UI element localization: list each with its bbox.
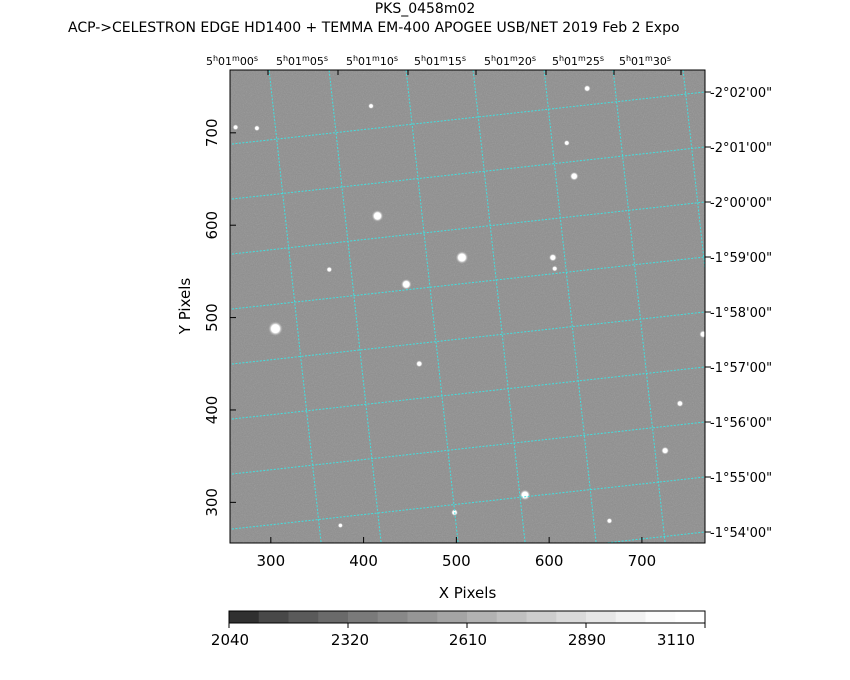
ra-grid-line-5 — [612, 70, 666, 543]
colorbar-segment-12 — [586, 611, 617, 623]
star-0 — [267, 321, 283, 337]
dec-tick-label-3: -1°59'00" — [710, 251, 772, 266]
colorbar-segment-13 — [615, 611, 646, 623]
dec-grid-line-1 — [230, 146, 705, 200]
colorbar-segment-0 — [229, 611, 260, 623]
ra-tick-label-1: 5h01m05s — [276, 54, 328, 68]
x-tick-label-1: 400 — [349, 552, 378, 570]
x-tick-label-4: 700 — [628, 552, 657, 570]
wcs-grid — [230, 70, 705, 543]
ra-tick-label-5: 5h01m25s — [552, 54, 604, 68]
stars-layer — [232, 84, 705, 529]
ra-grid-line-0 — [268, 70, 322, 543]
y-tick-label-2: 500 — [203, 303, 221, 332]
colorbar-segment-8 — [467, 611, 498, 623]
star-6 — [548, 253, 557, 262]
dec-grid-line-6 — [230, 421, 705, 475]
star-2 — [371, 209, 384, 222]
dec-tick-label-7: -1°55'00" — [710, 471, 772, 486]
x-tick-label-2: 500 — [442, 552, 471, 570]
x-tick-label-3: 600 — [535, 552, 564, 570]
ra-grid-line-1 — [328, 70, 382, 543]
x-axis-label: X Pixels — [439, 584, 497, 602]
chart-title: PKS_0458m02 — [374, 1, 476, 17]
ra-tick-label-0: 5h01m00s — [206, 54, 258, 68]
dec-tick-label-6: -1°56'00" — [710, 416, 772, 431]
y-axis-label: Y Pixels — [176, 278, 194, 336]
dec-tick-label-4: -1°58'00" — [710, 306, 772, 321]
star-12 — [606, 517, 613, 524]
ra-grid-line-3 — [472, 70, 526, 543]
colorbar-tick-label-1: 2320 — [331, 631, 369, 649]
colorbar-segment-15 — [675, 611, 706, 623]
colorbar-segment-14 — [645, 611, 676, 623]
axes-layer: 300 400 500 600 700 300 400 500 600 700 X Pixels Y … — [176, 54, 772, 602]
ra-grid-line-2 — [405, 70, 459, 543]
image-noise — [230, 70, 705, 543]
dec-tick-label-5: -1°57'00" — [710, 361, 772, 376]
dec-grid-line-4 — [230, 311, 705, 365]
colorbar-tick-label-4: 3110 — [657, 631, 695, 649]
ra-tick-label-2: 5h01m10s — [346, 54, 398, 68]
colorbar-segment-5 — [377, 611, 408, 623]
dec-grid-line-8 — [600, 531, 705, 543]
star-17 — [326, 266, 333, 273]
dec-tick-label-2: -2°00'00" — [710, 196, 772, 211]
star-1 — [455, 251, 469, 265]
image-frame — [229, 69, 706, 544]
dec-grid-line-3 — [230, 256, 705, 310]
star-15 — [232, 124, 239, 131]
x-tick-label-0: 300 — [257, 552, 286, 570]
dec-tick-label-1: -2°01'00" — [710, 141, 772, 156]
y-tick-label-3: 600 — [203, 211, 221, 240]
star-13 — [583, 84, 591, 92]
y-tick-label-4: 700 — [203, 119, 221, 148]
colorbar-tick-label-2: 2610 — [449, 631, 487, 649]
dec-tick-label-8: -1°54'00" — [710, 526, 772, 541]
dec-grid-line-7 — [230, 476, 705, 530]
colorbar-segment-6 — [407, 611, 438, 623]
star-20 — [337, 522, 344, 529]
ra-tick-label-6: 5h01m30s — [619, 54, 671, 68]
star-5 — [569, 171, 579, 181]
dec-grid-line-0 — [230, 91, 705, 145]
star-16 — [253, 125, 260, 132]
colorbar-segment-4 — [348, 611, 379, 623]
ra-tick-label-4: 5h01m20s — [484, 54, 536, 68]
colorbar-segment-3 — [318, 611, 349, 623]
y-tick-label-1: 400 — [203, 396, 221, 425]
star-3 — [400, 278, 412, 290]
star-18 — [368, 103, 375, 110]
colorbar: 2040 2320 2610 2890 3110 — [211, 610, 706, 649]
star-10 — [415, 360, 423, 368]
colorbar-tick-label-3: 2890 — [568, 631, 606, 649]
star-8 — [676, 400, 684, 408]
colorbar-segment-11 — [556, 611, 587, 623]
dec-grid-line-2 — [230, 201, 705, 255]
star-19 — [551, 265, 558, 272]
dec-grid-line-5 — [230, 366, 705, 420]
star-14 — [563, 139, 570, 146]
colorbar-tick-label-0: 2040 — [211, 631, 249, 649]
star-9 — [699, 330, 705, 339]
star-7 — [661, 446, 670, 455]
dec-tick-label-0: -2°02'00" — [710, 86, 772, 101]
y-tick-label-0: 300 — [203, 488, 221, 517]
ra-tick-label-3: 5h01m15s — [414, 54, 466, 68]
colorbar-segment-9 — [496, 611, 527, 623]
ra-grid-line-4 — [543, 70, 597, 543]
colorbar-segment-1 — [258, 611, 289, 623]
colorbar-segment-10 — [526, 611, 557, 623]
colorbar-segment-7 — [437, 611, 468, 623]
star-4 — [519, 489, 531, 501]
colorbar-segment-2 — [288, 611, 319, 623]
chart-subtitle: ACP->CELESTRON EDGE HD1400 + TEMMA EM-40… — [68, 20, 680, 36]
